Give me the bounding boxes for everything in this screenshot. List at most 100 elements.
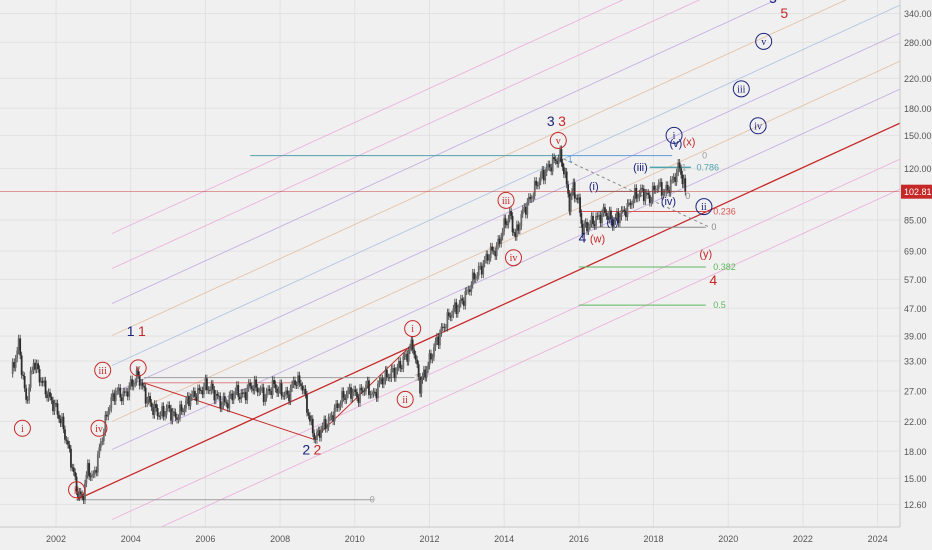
candle-body xyxy=(216,393,219,396)
candle-body xyxy=(59,419,62,424)
candle-body xyxy=(38,369,41,383)
candle-body xyxy=(274,384,277,389)
price-tick-label: 27.00 xyxy=(904,386,927,396)
candle-body xyxy=(653,185,656,191)
time-tick-label: 2018 xyxy=(644,534,664,544)
candle-body xyxy=(200,390,202,391)
candle-body xyxy=(518,226,521,231)
candle-body xyxy=(126,391,129,397)
candle-body xyxy=(390,368,393,379)
candle-body xyxy=(297,375,299,386)
candle-body xyxy=(598,214,600,217)
candle-body xyxy=(548,164,551,168)
candle-body xyxy=(56,403,59,415)
candle-body xyxy=(584,222,587,224)
candle-body xyxy=(247,382,250,389)
candle-body xyxy=(636,197,639,199)
candle-body xyxy=(288,394,290,402)
candle-body xyxy=(344,397,346,401)
candle-body xyxy=(526,201,529,215)
candle-body xyxy=(510,211,513,216)
candle-body xyxy=(205,378,208,391)
candle-body xyxy=(40,380,42,383)
candle-body xyxy=(240,392,243,400)
candle-body xyxy=(159,414,162,416)
candle-body xyxy=(610,210,612,220)
candle-body xyxy=(659,182,662,183)
candle-body xyxy=(536,185,539,187)
candle-body xyxy=(356,392,358,398)
candle-body xyxy=(122,391,125,402)
candle-body xyxy=(107,410,110,417)
candle-body xyxy=(232,394,235,401)
candle-body xyxy=(237,384,240,397)
fib-label-one: 1 xyxy=(568,154,573,164)
candle-body xyxy=(223,396,226,403)
candle-body xyxy=(117,387,120,391)
candle-body xyxy=(559,149,562,159)
candle-body xyxy=(385,369,388,378)
candle-body xyxy=(295,385,298,386)
candle-body xyxy=(497,238,500,246)
wave-label-minor-iv-ring xyxy=(90,419,108,437)
candle-body xyxy=(369,394,372,396)
candle-body xyxy=(545,166,548,173)
candle-body xyxy=(156,407,159,416)
candle-body xyxy=(16,350,19,359)
time-tick-label: 2016 xyxy=(569,534,589,544)
wave-label-5-blue: 5 xyxy=(769,0,777,6)
candle-body xyxy=(229,393,232,396)
price-candles xyxy=(11,145,687,504)
candle-body xyxy=(311,418,314,434)
candle-body xyxy=(219,395,222,409)
wave-label-minute-v: (v) xyxy=(670,138,683,150)
wave-label-4-blue: 4 xyxy=(579,230,587,246)
candle-body xyxy=(468,289,471,292)
candle-body xyxy=(351,392,354,399)
candle-body xyxy=(452,308,455,315)
candle-body xyxy=(50,396,53,401)
candle-body xyxy=(492,250,495,252)
fib-label-0382: 0.382 xyxy=(713,262,736,272)
candle-body xyxy=(267,388,270,392)
candle-body xyxy=(391,368,394,369)
candle-body xyxy=(595,215,597,227)
candle-body xyxy=(91,474,93,478)
candle-body xyxy=(684,178,687,192)
candle-body xyxy=(654,189,657,191)
candle-body xyxy=(377,383,379,399)
candle-body xyxy=(339,404,342,407)
candle-body xyxy=(620,209,623,217)
candle-body xyxy=(146,400,149,404)
candle-body xyxy=(480,265,483,275)
candle-body xyxy=(573,182,576,199)
candle-body xyxy=(253,379,256,391)
candle-body xyxy=(165,407,168,415)
candle-body xyxy=(292,380,295,385)
candle-body xyxy=(192,391,195,395)
time-tick-label: 2022 xyxy=(793,534,813,544)
candle-body xyxy=(75,476,78,492)
candle-body xyxy=(105,414,108,417)
price-tick-label: 18.00 xyxy=(904,447,927,457)
candle-body xyxy=(501,231,504,237)
candle-body xyxy=(99,441,102,448)
candle-body xyxy=(336,403,339,409)
candle-body xyxy=(520,214,523,227)
candle-body xyxy=(22,374,25,376)
candle-body xyxy=(378,380,381,384)
candle-body xyxy=(363,391,366,393)
candle-body xyxy=(498,238,501,244)
candle-body xyxy=(414,354,417,360)
candle-body xyxy=(436,336,438,342)
candle-body xyxy=(458,303,461,309)
candle-body xyxy=(279,383,281,391)
candle-body xyxy=(177,417,180,420)
candle-body xyxy=(23,375,26,389)
candle-body xyxy=(307,412,310,416)
candle-body xyxy=(153,403,156,415)
candle-body xyxy=(347,390,349,395)
candle-body xyxy=(617,211,620,224)
wave-label-minute-i: (i) xyxy=(589,181,599,193)
